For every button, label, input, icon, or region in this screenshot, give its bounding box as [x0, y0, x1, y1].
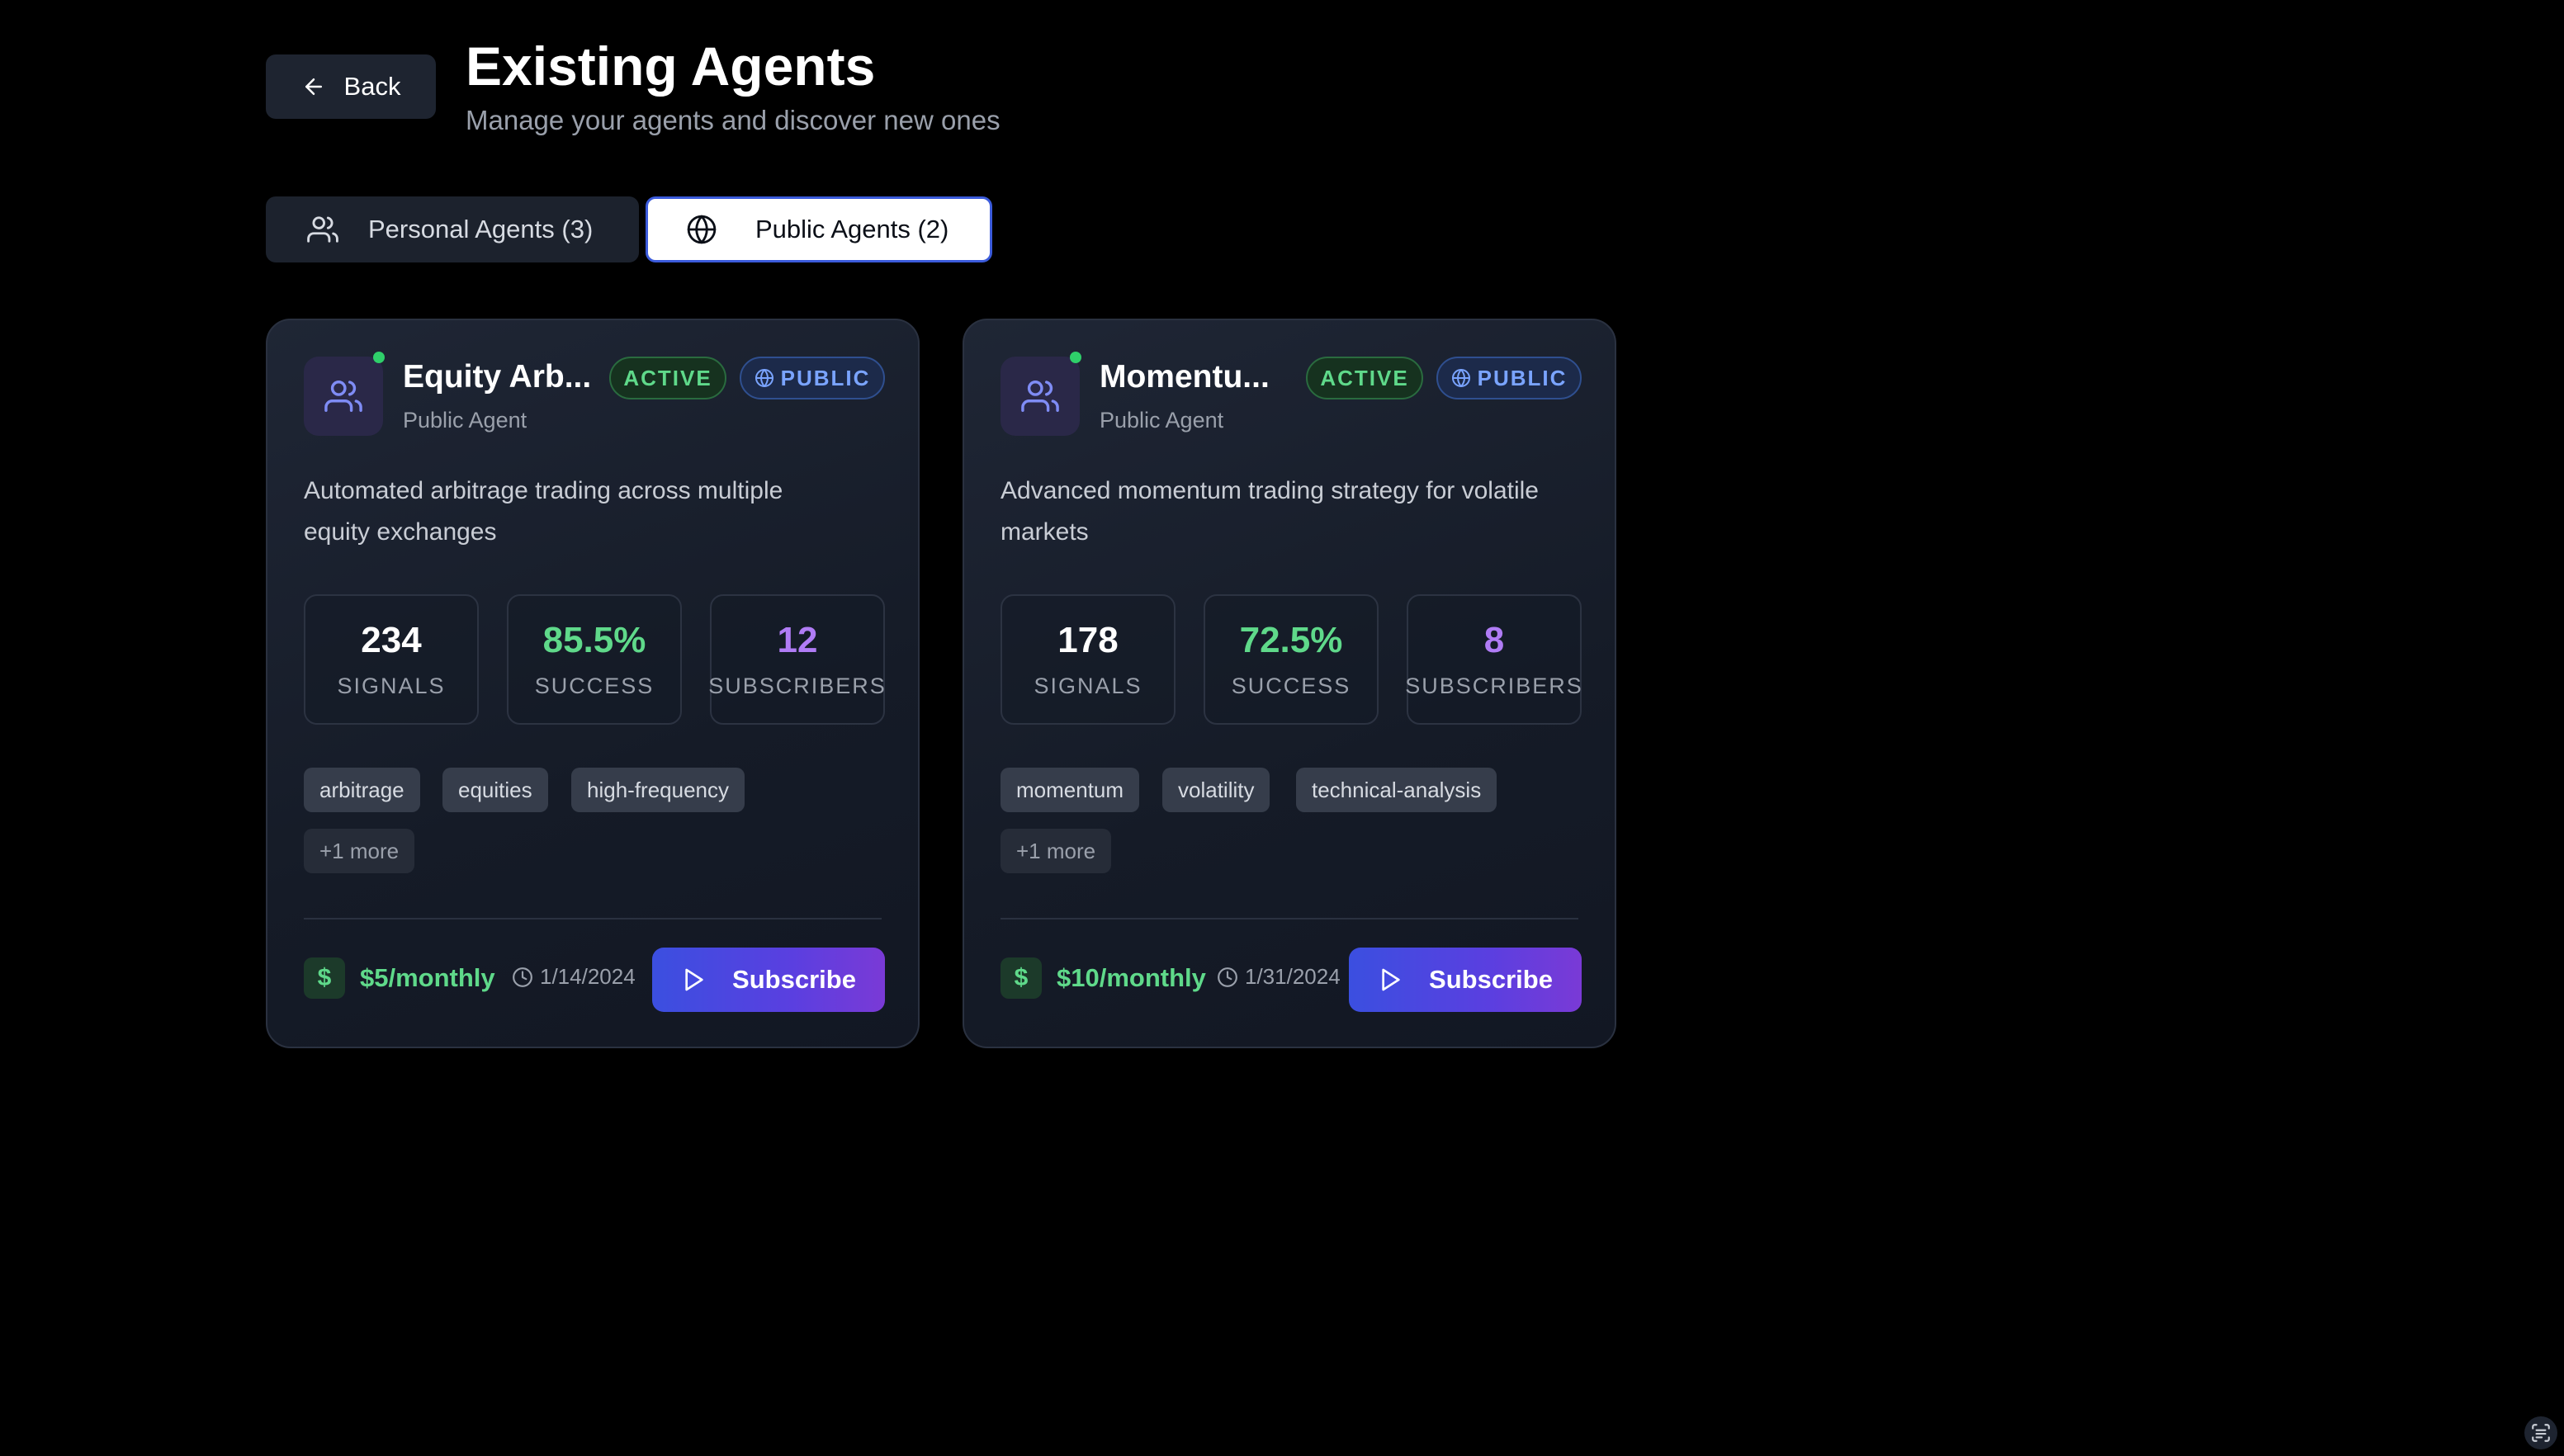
- tag: equities: [442, 768, 548, 812]
- agent-date-label: 1/14/2024: [540, 964, 636, 989]
- dollar-icon: $: [304, 957, 345, 999]
- subscribe-button[interactable]: Subscribe: [652, 948, 885, 1012]
- subscribe-button[interactable]: Subscribe: [1349, 948, 1582, 1012]
- stat-subscribers: 12 SUBSCRIBERS: [708, 594, 885, 725]
- page-title: Existing Agents: [466, 35, 876, 97]
- visibility-badge: PUBLIC: [740, 357, 885, 399]
- stat-value: 12: [777, 620, 818, 660]
- agent-price: $5/monthly: [360, 963, 495, 992]
- agent-description: Automated arbitrage trading across multi…: [304, 477, 783, 546]
- agent-description: Advanced momentum trading strategy for v…: [1001, 477, 1539, 546]
- agent-avatar: [1001, 357, 1080, 436]
- stat-value: 8: [1483, 620, 1505, 660]
- clock-icon: [513, 967, 532, 987]
- agent-type: Public Agent: [403, 408, 527, 433]
- agent-name: Momentu...: [1100, 359, 1270, 395]
- tab-personal-agents[interactable]: Personal Agents (3): [266, 196, 639, 262]
- users-icon: [307, 216, 338, 243]
- clock-icon: [1218, 967, 1237, 987]
- stat-value: 72.5%: [1239, 620, 1343, 660]
- stat-signals: 234 SIGNALS: [304, 594, 479, 725]
- tag: volatility: [1162, 768, 1270, 812]
- arrow-left-icon: [305, 78, 322, 95]
- agent-date: 1/31/2024: [1217, 964, 1341, 990]
- agent-name: Equity Arb...: [403, 359, 592, 395]
- stat-label: SUBSCRIBERS: [1405, 674, 1583, 698]
- back-button-label: Back: [343, 72, 401, 101]
- tag: momentum: [1001, 768, 1140, 812]
- agent-avatar: [304, 357, 383, 436]
- status-badge: ACTIVE: [1306, 357, 1423, 399]
- play-icon: [1382, 968, 1400, 991]
- stat-label: SUCCESS: [1231, 674, 1351, 698]
- more-tags-button[interactable]: +1 more: [1001, 829, 1112, 873]
- tab-public-agents-label: Public Agents (2): [755, 215, 949, 243]
- tag: technical-analysis: [1296, 768, 1497, 812]
- visibility-badge-label: PUBLIC: [1477, 365, 1568, 390]
- more-tags-button[interactable]: +1 more: [304, 829, 415, 873]
- scan-text-icon[interactable]: [2524, 1416, 2557, 1449]
- users-icon: [1021, 381, 1059, 412]
- stat-label: SIGNALS: [1034, 674, 1142, 698]
- tab-personal-agents-label: Personal Agents (3): [368, 215, 594, 243]
- visibility-badge: PUBLIC: [1436, 357, 1582, 399]
- stat-signals: 178 SIGNALS: [1001, 594, 1176, 725]
- stat-value: 234: [361, 620, 422, 660]
- agent-date-label: 1/31/2024: [1245, 964, 1341, 989]
- stat-subscribers: 8 SUBSCRIBERS: [1405, 594, 1582, 725]
- agent-price: $10/monthly: [1057, 963, 1206, 992]
- back-button[interactable]: Back: [266, 54, 436, 119]
- online-status-dot: [1070, 352, 1081, 363]
- tab-public-agents[interactable]: Public Agents (2): [646, 196, 992, 262]
- tag: arbitrage: [304, 768, 420, 812]
- subscribe-button-label: Subscribe: [732, 965, 856, 994]
- play-icon: [685, 968, 703, 991]
- globe-icon: [755, 369, 773, 387]
- stat-label: SUCCESS: [534, 674, 655, 698]
- agent-card: Equity Arb... Public Agent ACTIVE PUBLIC…: [266, 319, 920, 1048]
- globe-icon: [1451, 369, 1470, 387]
- tag: high-frequency: [571, 768, 745, 812]
- divider: [1001, 918, 1578, 919]
- stat-label: SUBSCRIBERS: [708, 674, 887, 698]
- divider: [304, 918, 882, 919]
- online-status-dot: [373, 352, 385, 363]
- globe-icon: [687, 215, 717, 244]
- agent-date: 1/14/2024: [512, 964, 636, 990]
- stat-value: 178: [1057, 620, 1119, 660]
- dollar-icon: $: [1001, 957, 1042, 999]
- stat-label: SIGNALS: [337, 674, 446, 698]
- page-subtitle: Manage your agents and discover new ones: [466, 105, 1001, 135]
- users-icon: [324, 381, 362, 412]
- stat-value: 85.5%: [542, 620, 646, 660]
- agent-type: Public Agent: [1100, 408, 1224, 433]
- subscribe-button-label: Subscribe: [1429, 965, 1553, 994]
- stat-success: 72.5% SUCCESS: [1204, 594, 1379, 725]
- status-badge: ACTIVE: [609, 357, 726, 399]
- visibility-badge-label: PUBLIC: [780, 365, 871, 390]
- stat-success: 85.5% SUCCESS: [507, 594, 682, 725]
- agent-card: Momentu... Public Agent ACTIVE PUBLIC Ad…: [963, 319, 1616, 1048]
